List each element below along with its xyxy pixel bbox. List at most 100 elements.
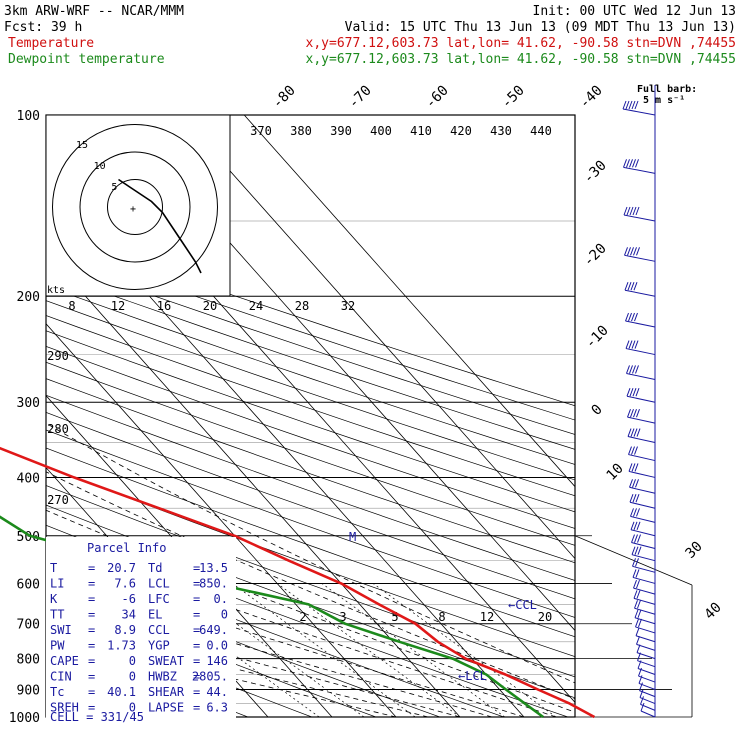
isotherm-label: 10 bbox=[604, 461, 627, 484]
parcel-eq: = bbox=[88, 685, 95, 699]
pressure-tick-label: 100 bbox=[17, 109, 40, 124]
hodograph-frame bbox=[45, 114, 231, 297]
wind-barb bbox=[638, 667, 656, 683]
barb-legend-line2: 5 m s⁻¹ bbox=[643, 95, 685, 106]
parcel-key: Tc bbox=[50, 685, 64, 699]
wetbulb-label: 8 bbox=[68, 299, 75, 313]
dry-adiabat bbox=[46, 567, 440, 717]
wind-barb bbox=[625, 312, 656, 328]
temperature-profile bbox=[0, 446, 596, 719]
wind-barb bbox=[624, 282, 656, 297]
parcel-key: TT bbox=[50, 608, 64, 622]
theta-label: 370 bbox=[250, 124, 272, 138]
pressure-tick-label: 500 bbox=[17, 530, 40, 545]
parcel-key: SWEAT bbox=[148, 654, 184, 668]
pressure-tick-label: 800 bbox=[17, 653, 40, 668]
lfc-marker: M bbox=[349, 530, 356, 544]
wind-barb bbox=[625, 340, 656, 356]
isotherm-label: -60 bbox=[423, 83, 452, 112]
wind-barb bbox=[622, 100, 656, 116]
pressure-tick-label: 900 bbox=[17, 683, 40, 698]
isotherm-label: -40 bbox=[577, 83, 606, 112]
wetbulb-label: 20 bbox=[203, 299, 217, 313]
parcel-key: HWBZ bbox=[148, 670, 177, 684]
wind-barbs bbox=[622, 85, 656, 718]
parcel-cell: CELL = 331/45 bbox=[50, 710, 144, 724]
wind-barb bbox=[638, 675, 656, 690]
parcel-key: Td bbox=[148, 561, 162, 575]
parcel-eq: = bbox=[88, 670, 95, 684]
parcel-key: CIN bbox=[50, 670, 72, 684]
parcel-eq: = bbox=[88, 639, 95, 653]
dry-adiabat bbox=[46, 485, 575, 678]
forecast-hour: Fcst: 39 h bbox=[4, 20, 82, 35]
parcel-value: 0 bbox=[129, 701, 136, 715]
hodograph-trace bbox=[118, 178, 202, 274]
hodograph-ring bbox=[107, 179, 163, 235]
wind-barb bbox=[624, 247, 656, 262]
wind-barb bbox=[640, 702, 656, 718]
valid-time: Valid: 15 UTC Thu 13 Jun 13 (09 MDT Thu … bbox=[345, 20, 736, 35]
parcel-value: 0.0 bbox=[206, 639, 228, 653]
moist-adiabat bbox=[46, 633, 397, 717]
parcel-eq: = bbox=[193, 561, 200, 575]
wind-barb bbox=[636, 644, 656, 660]
dry-adiabat bbox=[46, 429, 575, 618]
hodograph-ring bbox=[52, 124, 218, 290]
dry-adiabat bbox=[46, 330, 575, 513]
parcel-value: 40.1 bbox=[107, 685, 136, 699]
isotherm-label: 40 bbox=[702, 600, 725, 623]
dry-adiabat bbox=[46, 271, 575, 450]
theta-label: 430 bbox=[490, 124, 512, 138]
theta-label: 400 bbox=[370, 124, 392, 138]
pressure-tick-label: 300 bbox=[17, 396, 40, 411]
wind-barb bbox=[634, 600, 656, 615]
wind-barb bbox=[632, 558, 656, 573]
parcel-eq: = bbox=[193, 577, 200, 591]
parcel-key: LI bbox=[50, 577, 64, 591]
parcel-info-box: Parcel Info T = 20.7 Td =13.5LI = 7.6 LCL =850.K… bbox=[46, 537, 236, 727]
parcel-key: LAPSE bbox=[148, 701, 184, 715]
parcel-value: 0. bbox=[214, 592, 228, 606]
wind-barb bbox=[629, 479, 656, 494]
parcel-key: SHEAR bbox=[148, 685, 185, 699]
theta-label: 420 bbox=[450, 124, 472, 138]
wind-barb bbox=[627, 408, 656, 424]
wind-barb bbox=[633, 579, 656, 595]
pressure-tick-label: 400 bbox=[17, 471, 40, 486]
parcel-value: 0 bbox=[129, 670, 136, 684]
moist-adiabat bbox=[46, 587, 493, 717]
dewpoint-profile bbox=[0, 515, 544, 719]
pressure-tick-label: 600 bbox=[17, 577, 40, 592]
theta-label: 380 bbox=[290, 124, 312, 138]
parcel-eq: = bbox=[193, 608, 200, 622]
pressure-tick-label: 1000 bbox=[9, 711, 40, 726]
parcel-eq: = bbox=[193, 639, 200, 653]
isotherm-label: -50 bbox=[499, 83, 528, 112]
mixing-ratio-label: 2 bbox=[299, 610, 306, 624]
wetbulb-label: 32 bbox=[341, 299, 355, 313]
parcel-value: 6.3 bbox=[206, 701, 228, 715]
theta-label: 410 bbox=[410, 124, 432, 138]
theta-side-label: 280 bbox=[47, 422, 69, 436]
parcel-title: Parcel Info bbox=[87, 541, 166, 555]
wetbulb-label: 28 bbox=[295, 299, 309, 313]
parcel-value: 649. bbox=[199, 623, 228, 637]
wind-barb bbox=[633, 590, 656, 605]
isotherm-label: -80 bbox=[270, 83, 299, 112]
pressure-tick-label: 700 bbox=[17, 618, 40, 633]
temperature-legend: Temperature bbox=[8, 36, 94, 51]
dry-adiabat bbox=[46, 589, 376, 717]
wind-barb bbox=[628, 463, 656, 478]
isotherm-label: -30 bbox=[581, 158, 610, 187]
parcel-eq: = bbox=[193, 685, 200, 699]
parcel-key: SWI bbox=[50, 623, 72, 637]
dry-adiabat bbox=[46, 466, 575, 657]
dry-adiabat bbox=[46, 412, 575, 600]
parcel-key: LCL bbox=[148, 577, 170, 591]
wind-barb bbox=[626, 388, 656, 403]
mixing-ratio-label: 20 bbox=[538, 610, 552, 624]
wind-barb bbox=[623, 159, 656, 174]
wind-barb bbox=[626, 365, 656, 380]
